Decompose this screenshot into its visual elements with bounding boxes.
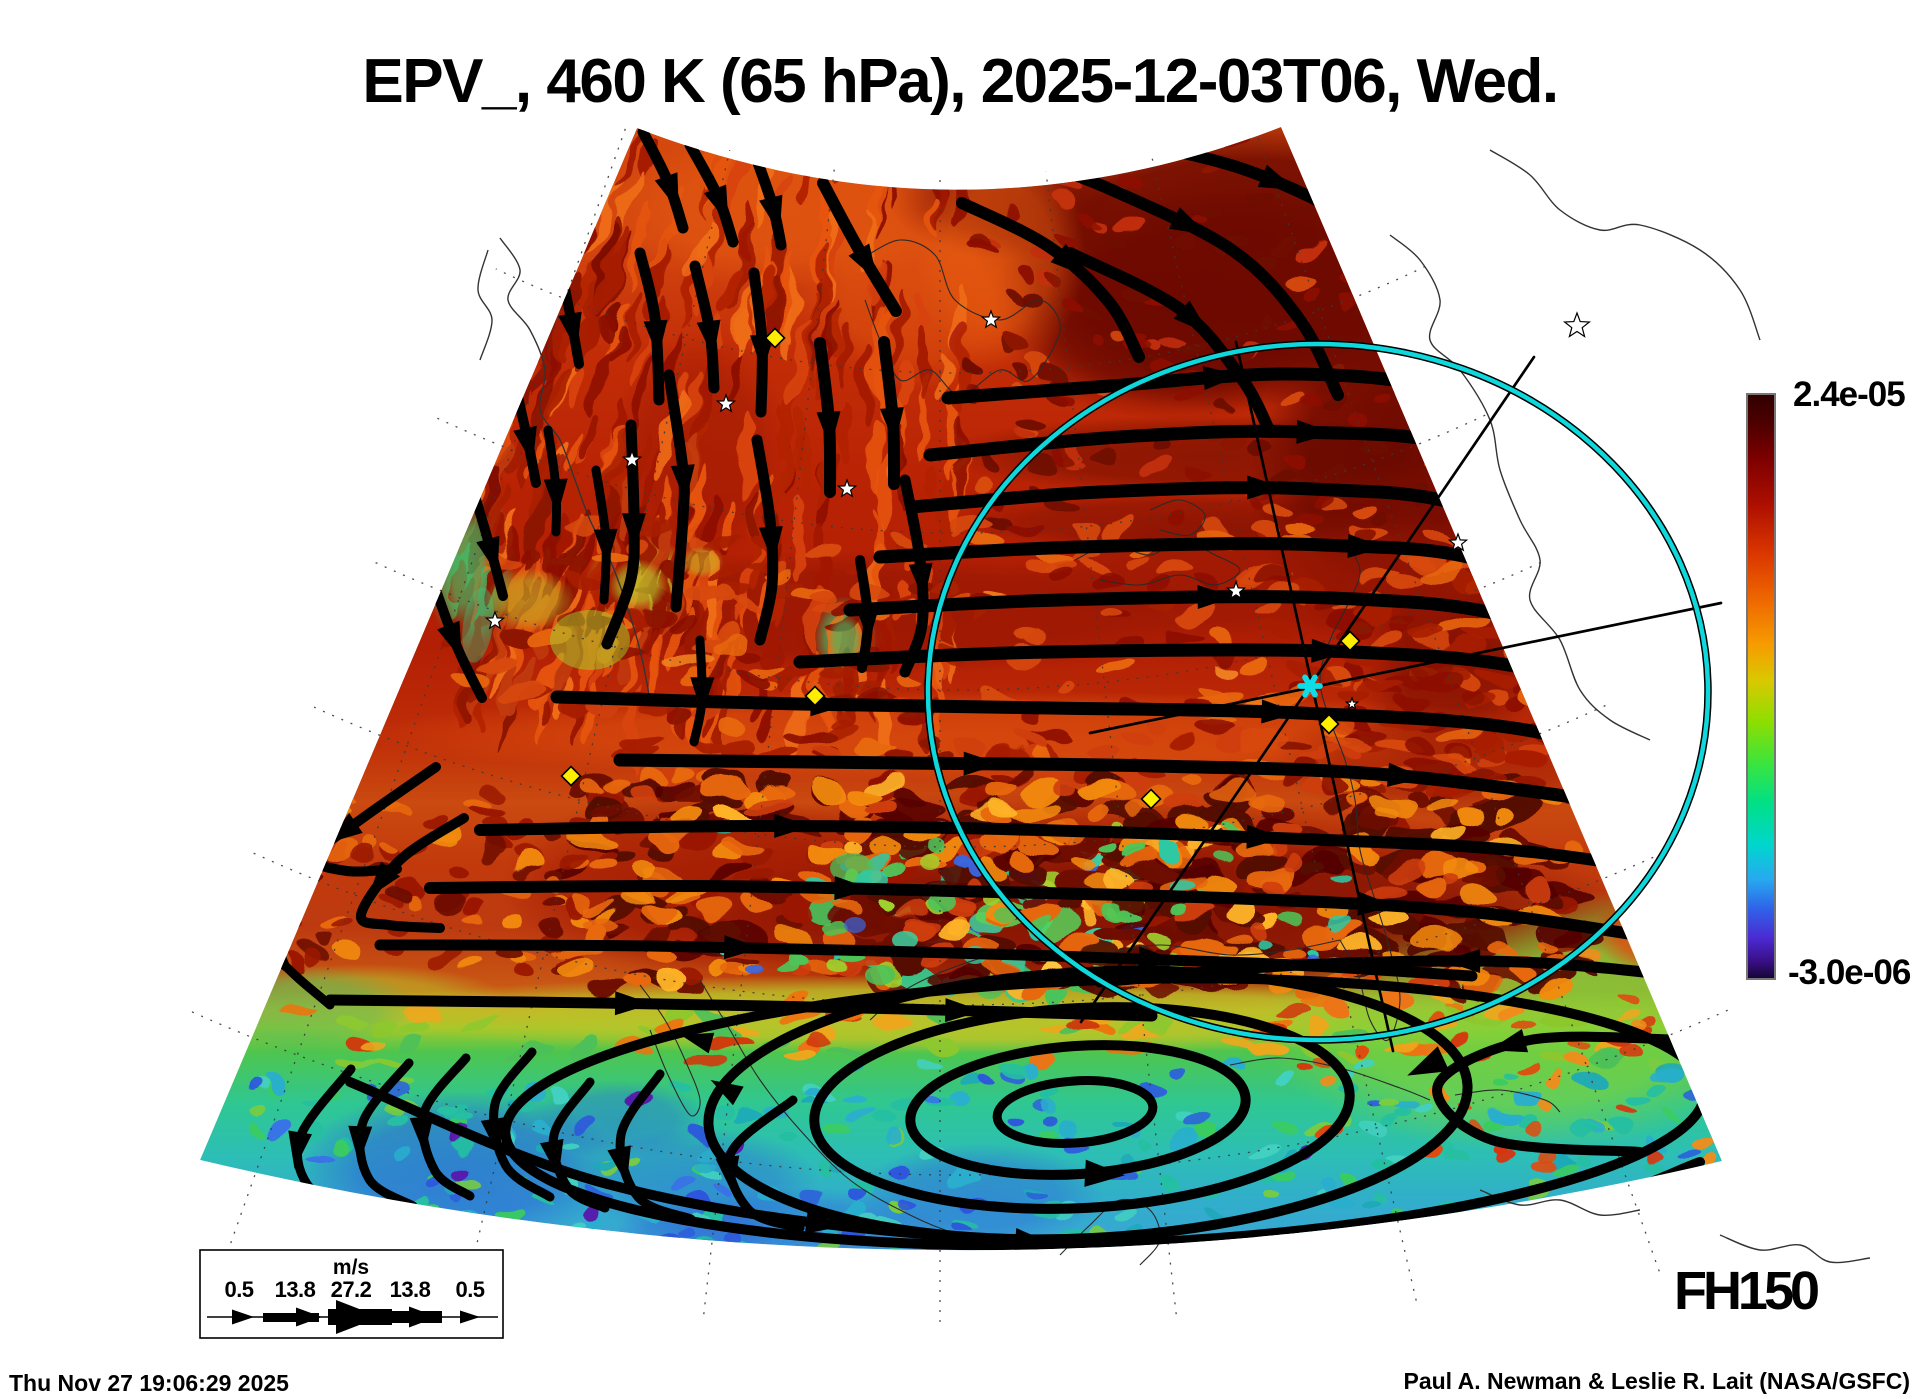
svg-text:EPV_, 460 K (65 hPa), 2025-12-: EPV_, 460 K (65 hPa), 2025-12-03T06, Wed… [362,47,1557,116]
svg-text:0.5: 0.5 [224,1277,253,1302]
svg-text:m/s: m/s [333,1256,369,1279]
svg-text:-3.0e-06: -3.0e-06 [1788,953,1911,992]
svg-text:FH150: FH150 [1674,1261,1818,1321]
svg-text:Paul A. Newman & Leslie R. Lai: Paul A. Newman & Leslie R. Lait (NASA/GS… [1403,1368,1910,1394]
svg-text:2.4e-05: 2.4e-05 [1793,375,1905,414]
svg-text:27.2: 27.2 [331,1277,372,1302]
svg-text:Thu Nov 27 19:06:29 2025: Thu Nov 27 19:06:29 2025 [9,1370,289,1394]
svg-text:0.5: 0.5 [455,1277,484,1302]
svg-text:13.8: 13.8 [275,1277,316,1302]
svg-text:13.8: 13.8 [390,1277,431,1302]
